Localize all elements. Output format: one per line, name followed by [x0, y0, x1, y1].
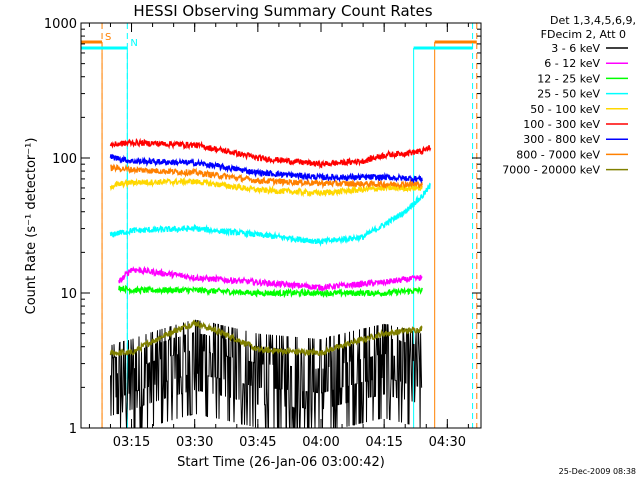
x-tick-label: 04:15: [365, 435, 402, 450]
legend-entry-100-300-kev: 100 - 300 keV: [523, 118, 628, 131]
plot-frame: [80, 22, 482, 429]
series-7000-20000-kev: [109, 319, 423, 357]
series-100-300-kev: [109, 137, 432, 170]
y-tick-label: 10: [60, 287, 77, 302]
x-tick-label: 03:30: [176, 435, 213, 450]
legend-label: 50 - 100 keV: [530, 103, 600, 116]
series-25-50-kev: [109, 182, 431, 248]
y-tick-label: 1: [69, 422, 77, 437]
legend-entry-300-800-kev: 300 - 800 keV: [523, 133, 628, 146]
legend-label: 100 - 300 keV: [523, 118, 600, 131]
tick-layer: 1 10 100 1000 03:15 03:30 03:45 04:00 04:15 04:30: [44, 17, 481, 450]
series-line: [110, 163, 423, 190]
generation-timestamp: 25-Dec-2009 08:38: [559, 467, 636, 476]
y-tick-label: 100: [52, 152, 77, 167]
series-50-100-kev: [109, 176, 423, 198]
x-tick-label: 04:30: [429, 435, 466, 450]
legend-entry-7000-20000-kev: 7000 - 20000 keV: [502, 164, 628, 177]
series-line: [109, 319, 423, 357]
legend: Det 1,3,4,5,6,9, FDecim 2, Att 0 3 - 6 k…: [502, 14, 636, 177]
chart-title: HESSI Observing Summary Count Rates: [133, 2, 432, 20]
legend-entry-800-7000-kev: 800 - 7000 keV: [516, 148, 628, 161]
x-axis-label: Start Time (26-Jan-06 03:00:42): [177, 455, 385, 470]
legend-label: 800 - 7000 keV: [516, 148, 600, 161]
y-tick-label: 1000: [44, 17, 77, 32]
series-12-25-kev: [118, 284, 423, 299]
legend-entry-25-50-kev: 25 - 50 keV: [537, 88, 628, 101]
marker-n: N: [81, 23, 474, 428]
legend-label: 7000 - 20000 keV: [502, 164, 600, 177]
series-line: [109, 182, 431, 248]
legend-label: 3 - 6 keV: [551, 42, 600, 55]
legend-header-line-1: Det 1,3,4,5,6,9,: [550, 14, 636, 27]
marker-label-s: S: [105, 32, 111, 43]
series-300-800-kev: [109, 153, 423, 184]
series-line: [118, 284, 423, 299]
x-tick-label: 03:45: [239, 435, 276, 450]
legend-entry-12-25-kev: 12 - 25 keV: [537, 72, 628, 85]
legend-label: 6 - 12 keV: [544, 57, 600, 70]
series-line: [109, 176, 423, 198]
series-line: [118, 265, 423, 292]
legend-label: 300 - 800 keV: [523, 133, 600, 146]
series-line: [109, 153, 423, 184]
legend-entry-50-100-kev: 50 - 100 keV: [530, 103, 628, 116]
legend-label: 25 - 50 keV: [537, 88, 600, 101]
plot-area: SN: [81, 23, 478, 429]
series-3-6-kev: [110, 319, 423, 429]
series-line: [109, 137, 432, 170]
x-tick-label: 04:00: [302, 435, 339, 450]
x-tick-label: 03:15: [113, 435, 150, 450]
marker-label-n: N: [130, 38, 137, 49]
series-line: [110, 319, 423, 429]
marker-s: S: [81, 23, 478, 428]
legend-entry-3-6-kev: 3 - 6 keV: [551, 42, 628, 55]
legend-label: 12 - 25 keV: [537, 72, 600, 85]
series-800-7000-kev: [110, 163, 423, 190]
y-axis-label: Count Rate (s⁻¹ detector⁻¹): [24, 138, 39, 315]
legend-entry-6-12-kev: 6 - 12 keV: [544, 57, 628, 70]
legend-header-line-2: FDecim 2, Att 0: [541, 28, 626, 41]
series-6-12-kev: [118, 265, 423, 292]
